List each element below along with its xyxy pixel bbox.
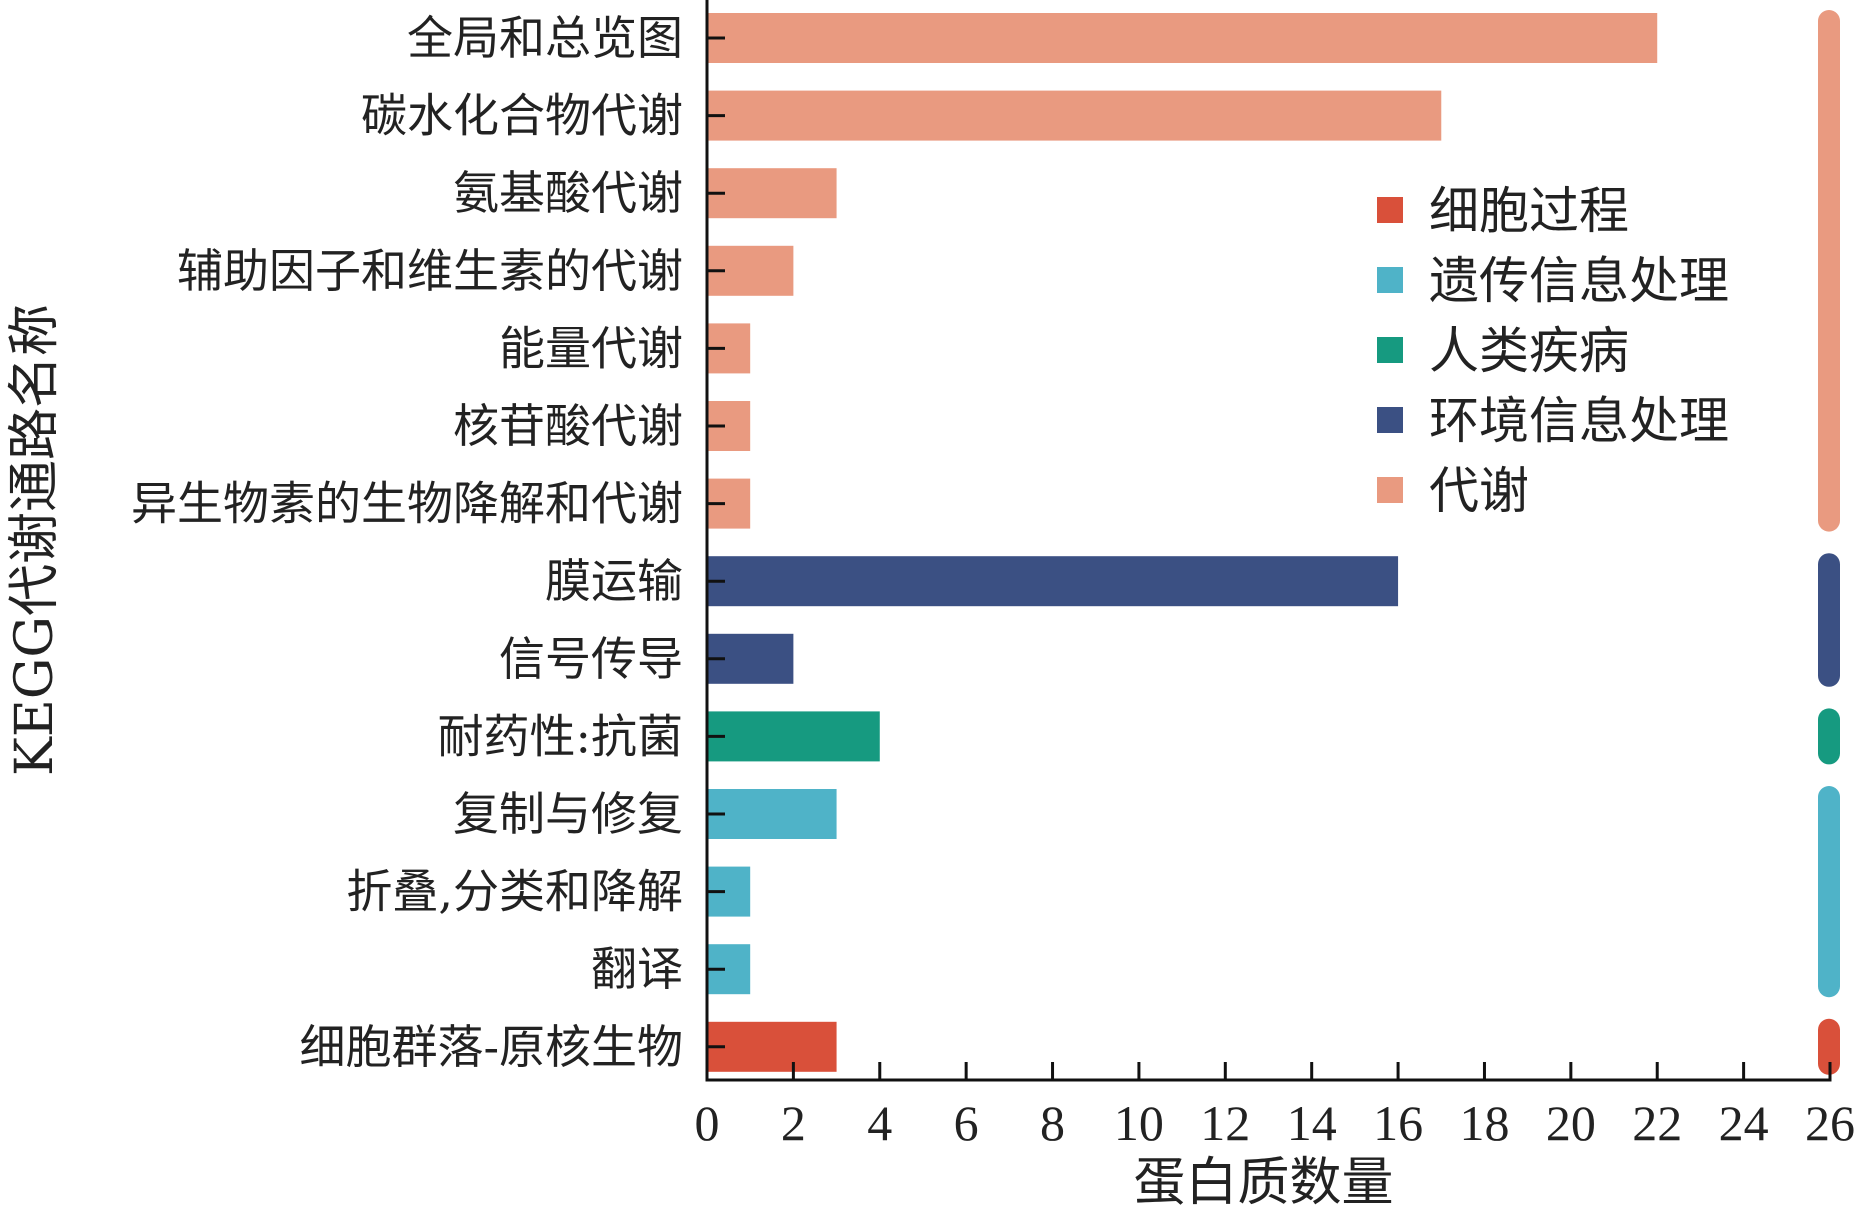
category-labels: 全局和总览图碳水化合物代谢氨基酸代谢辅助因子和维生素的代谢能量代谢核苷酸代谢异生… <box>131 11 683 1074</box>
bar <box>707 556 1399 607</box>
legend-swatch <box>1377 337 1403 363</box>
x-tick-label: 20 <box>1546 1095 1596 1151</box>
bar <box>707 90 1442 141</box>
x-tick-label: 14 <box>1287 1095 1337 1151</box>
legend-label: 遗传信息处理 <box>1429 252 1729 310</box>
x-axis-title: 蛋白质数量 <box>1133 1153 1393 1213</box>
x-tick-label: 8 <box>1040 1095 1065 1151</box>
category-label: 复制与修复 <box>453 787 683 841</box>
category-label: 能量代谢 <box>499 321 683 375</box>
x-tick-label: 24 <box>1719 1095 1769 1151</box>
legend-swatch <box>1377 267 1403 293</box>
group-strip <box>1818 1018 1840 1075</box>
x-tick-label: 10 <box>1114 1095 1164 1151</box>
x-tick-label: 4 <box>867 1095 892 1151</box>
legend-label: 代谢 <box>1429 462 1529 520</box>
category-label: 辅助因子和维生素的代谢 <box>177 244 683 298</box>
category-label: 折叠,分类和降解 <box>346 865 683 919</box>
group-strip <box>1818 553 1840 687</box>
category-label: 氨基酸代谢 <box>453 166 683 220</box>
bar <box>707 13 1658 63</box>
category-label: 异生物素的生物降解和代谢 <box>131 477 683 531</box>
legend-swatch <box>1377 407 1403 433</box>
group-strip <box>1818 10 1840 532</box>
category-label: 膜运输 <box>545 554 683 608</box>
category-label: 细胞群落-原核生物 <box>299 1020 683 1074</box>
bar <box>707 711 880 762</box>
x-tick-label: 18 <box>1459 1095 1509 1151</box>
group-strip-layer <box>1818 10 1840 1075</box>
x-tick-label: 0 <box>695 1095 720 1151</box>
legend-label: 环境信息处理 <box>1429 392 1729 450</box>
legend-label: 人类疾病 <box>1429 322 1629 380</box>
x-tick-label: 22 <box>1632 1095 1682 1151</box>
bar <box>707 1021 837 1072</box>
category-label: 耐药性:抗菌 <box>438 709 684 763</box>
category-label: 核苷酸代谢 <box>453 399 683 453</box>
y-axis-title: KEGG代谢通路名称 <box>5 304 65 776</box>
legend-label: 细胞过程 <box>1429 182 1629 240</box>
bar <box>707 789 837 839</box>
x-tick-label: 26 <box>1805 1095 1855 1151</box>
x-ticks: 0 2 4 6 8 10 12 14 16 18 20 22 24 26 <box>695 1062 1855 1151</box>
x-tick-label: 16 <box>1373 1095 1423 1151</box>
category-label: 碳水化合物代谢 <box>361 89 683 143</box>
category-label: 信号传导 <box>499 632 683 686</box>
x-tick-label: 12 <box>1200 1095 1250 1151</box>
legend-swatch <box>1377 477 1403 503</box>
category-label: 全局和总览图 <box>407 11 683 65</box>
x-tick-label: 2 <box>781 1095 806 1151</box>
group-strip <box>1818 708 1840 765</box>
bar <box>707 168 837 219</box>
legend-swatch <box>1377 197 1403 223</box>
category-label: 翻译 <box>591 942 683 996</box>
x-tick-label: 6 <box>954 1095 979 1151</box>
group-strip <box>1818 786 1840 998</box>
axes-layer <box>705 0 1832 1082</box>
bars-layer <box>707 13 1658 1072</box>
